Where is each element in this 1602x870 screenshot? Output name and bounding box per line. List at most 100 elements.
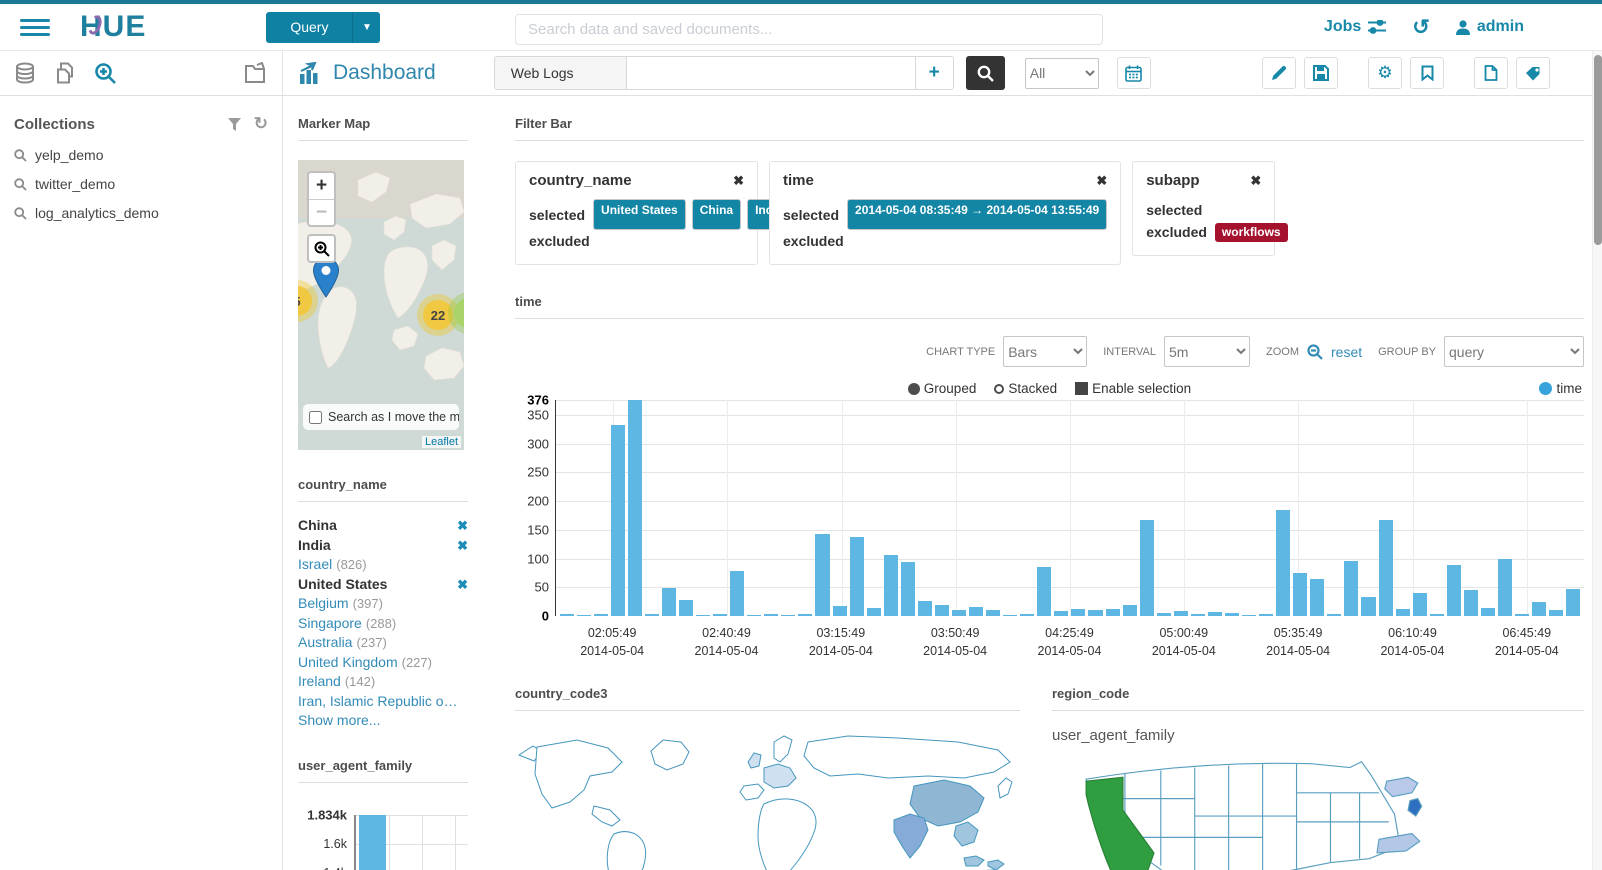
jobs-link[interactable]: Jobs (1324, 18, 1387, 36)
time-chart-bar[interactable] (1071, 609, 1086, 616)
time-chart-bar[interactable] (1566, 589, 1581, 616)
time-chart-bar[interactable] (1259, 614, 1274, 616)
time-chart-bar[interactable] (610, 424, 625, 616)
time-chart-bar[interactable] (951, 609, 966, 616)
time-chart-bar[interactable] (1515, 614, 1530, 616)
facet-value-item[interactable]: United Kingdom (227) (298, 653, 468, 673)
time-chart-bar[interactable] (1156, 613, 1171, 616)
edit-dashboard-button[interactable] (1262, 57, 1296, 89)
time-chart-bar[interactable] (1242, 614, 1257, 616)
user-menu[interactable]: admin (1455, 18, 1524, 36)
time-chart-bar[interactable] (1003, 614, 1018, 616)
scope-select[interactable]: All (1024, 57, 1099, 89)
filter-icon[interactable] (227, 117, 242, 132)
facet-value-item[interactable]: United States ✖ (298, 575, 468, 595)
query-caret-icon[interactable]: ▼ (352, 11, 381, 43)
time-chart-bar[interactable] (1293, 572, 1308, 616)
time-chart-bar[interactable] (1480, 607, 1495, 616)
facet-remove-icon[interactable]: ✖ (457, 576, 468, 592)
time-chart-bar[interactable] (1395, 609, 1410, 616)
zoom-out-reset-icon[interactable] (1307, 343, 1323, 360)
save-dashboard-button[interactable] (1304, 57, 1338, 89)
sidebar-collection-item[interactable]: yelp_demo (14, 147, 268, 163)
time-chart-bar[interactable] (1037, 567, 1052, 616)
database-icon[interactable] (14, 62, 36, 84)
facet-value-item[interactable]: Show more... (298, 711, 468, 731)
facet-value-item[interactable]: Ireland (142) (298, 672, 468, 692)
time-chart-bar[interactable] (1207, 611, 1222, 616)
time-chart-bar[interactable] (1361, 597, 1376, 616)
vertical-scrollbar[interactable] (1592, 51, 1602, 870)
region-code-us-map[interactable] (1052, 754, 1512, 870)
time-chart-bar[interactable] (969, 606, 984, 616)
interval-select[interactable]: 5m (1164, 336, 1250, 367)
filter-badge[interactable]: United States (593, 199, 686, 230)
facet-value-item[interactable]: Australia (237) (298, 633, 468, 653)
marker-map[interactable]: + − 5 22 2 Search as I move the map Leaf… (298, 160, 464, 450)
map-box-zoom-button[interactable] (307, 234, 336, 263)
time-chart-bar[interactable] (1173, 610, 1188, 616)
filter-card-close-icon[interactable]: ✖ (733, 172, 744, 188)
zoom-in-icon[interactable] (94, 62, 117, 85)
time-chart-bar[interactable] (747, 614, 762, 616)
bookmark-button[interactable] (1410, 57, 1444, 89)
time-chart-bar[interactable] (1139, 519, 1154, 616)
search-as-move-checkbox[interactable] (309, 410, 322, 424)
calendar-button[interactable] (1116, 57, 1151, 89)
filter-card-close-icon[interactable]: ✖ (1096, 172, 1108, 188)
time-chart-bar[interactable] (1088, 610, 1103, 616)
time-chart-bar[interactable] (849, 537, 864, 616)
leaflet-attribution-link[interactable]: Leaflet (421, 436, 461, 448)
time-chart-bar[interactable] (644, 614, 659, 616)
time-chart-bar[interactable] (1327, 613, 1342, 616)
facet-value-item[interactable]: Israel (826) (298, 555, 468, 575)
copy-documents-icon[interactable] (54, 62, 76, 84)
facet-value-item[interactable]: Singapore (288) (298, 614, 468, 634)
time-chart-bar[interactable] (1122, 604, 1137, 616)
time-chart-bar[interactable] (1020, 614, 1035, 616)
history-icon[interactable]: ↺ (1412, 15, 1430, 39)
settings-button[interactable]: ⚙ (1368, 57, 1402, 89)
facet-remove-icon[interactable]: ✖ (457, 518, 468, 533)
time-chart-bar[interactable] (815, 534, 830, 616)
time-chart-bar[interactable] (1532, 601, 1547, 616)
time-chart-bar[interactable] (1224, 612, 1239, 616)
time-chart-bar[interactable] (917, 600, 932, 616)
facet-value-item[interactable]: Belgium (397) (298, 594, 468, 614)
facet-value-item[interactable]: Iran, Islamic Republic of ... (298, 692, 468, 712)
time-chart-bar[interactable] (1190, 614, 1205, 616)
facet-value-item[interactable]: India ✖ (298, 536, 468, 556)
map-zoom-in-button[interactable]: + (315, 175, 328, 196)
tags-button[interactable] (1516, 57, 1550, 89)
time-chart-bar[interactable] (1412, 593, 1427, 616)
time-chart-bar[interactable] (986, 610, 1001, 616)
facet-value-item[interactable]: China ✖ (298, 516, 468, 536)
time-chart-bar[interactable] (900, 562, 915, 616)
time-chart-bar[interactable] (1378, 519, 1393, 616)
time-chart-bar[interactable] (1276, 509, 1291, 616)
time-chart-bar[interactable] (798, 614, 813, 616)
query-button-label[interactable]: Query (266, 11, 353, 43)
filter-badge[interactable]: China (691, 199, 742, 230)
new-document-button[interactable] (1474, 57, 1508, 89)
refresh-icon[interactable]: ↻ (253, 114, 268, 133)
time-chart-bar[interactable] (559, 613, 574, 616)
time-chart-bar[interactable] (1429, 614, 1444, 616)
group-by-select[interactable]: query (1444, 336, 1584, 367)
filter-badge[interactable]: 2014-05-04 08:35:49 → 2014-05-04 13:55:4… (847, 199, 1108, 230)
time-chart-bar[interactable] (764, 613, 779, 616)
time-chart-bar[interactable] (1463, 590, 1478, 616)
time-chart-bar[interactable] (934, 605, 949, 616)
open-folder-icon[interactable] (244, 62, 268, 84)
time-chart-bar[interactable] (713, 613, 728, 616)
time-chart-bar[interactable] (1549, 610, 1564, 616)
time-chart-bar[interactable] (1446, 565, 1461, 616)
sidebar-collection-item[interactable]: log_analytics_demo (14, 205, 268, 221)
filter-badge[interactable]: workflows (1214, 222, 1288, 242)
time-chart-bar[interactable] (781, 614, 796, 616)
query-button[interactable]: Query ▼ (266, 11, 381, 43)
global-search-input[interactable] (515, 14, 1103, 45)
time-chart-bar[interactable] (1105, 608, 1120, 616)
time-chart-bar[interactable] (696, 614, 711, 616)
chart-type-select[interactable]: Bars (1003, 336, 1088, 367)
